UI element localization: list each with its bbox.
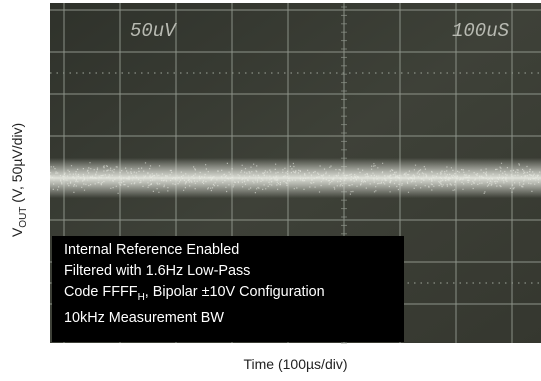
x-axis-label: Time (100µs/div): [243, 356, 348, 372]
vertical-scale-readout: 50uV: [130, 20, 177, 42]
trace-band: [50, 157, 541, 199]
y-axis-label: VOUT (V, 50µV/div): [9, 122, 29, 238]
time-scale-readout: 100uS: [452, 20, 510, 42]
annotation-line: Code FFFFH, Bipolar ±10V Configuration: [64, 284, 325, 303]
annotation-box: Internal Reference Enabled Filtered with…: [52, 236, 404, 342]
noise-trace: [50, 157, 541, 199]
annotation-line: Filtered with 1.6Hz Low-Pass: [64, 263, 251, 279]
trace-noise: [50, 162, 541, 195]
annotation-line: Internal Reference Enabled: [64, 242, 240, 258]
annotation-line: 10kHz Measurement BW: [64, 309, 224, 326]
